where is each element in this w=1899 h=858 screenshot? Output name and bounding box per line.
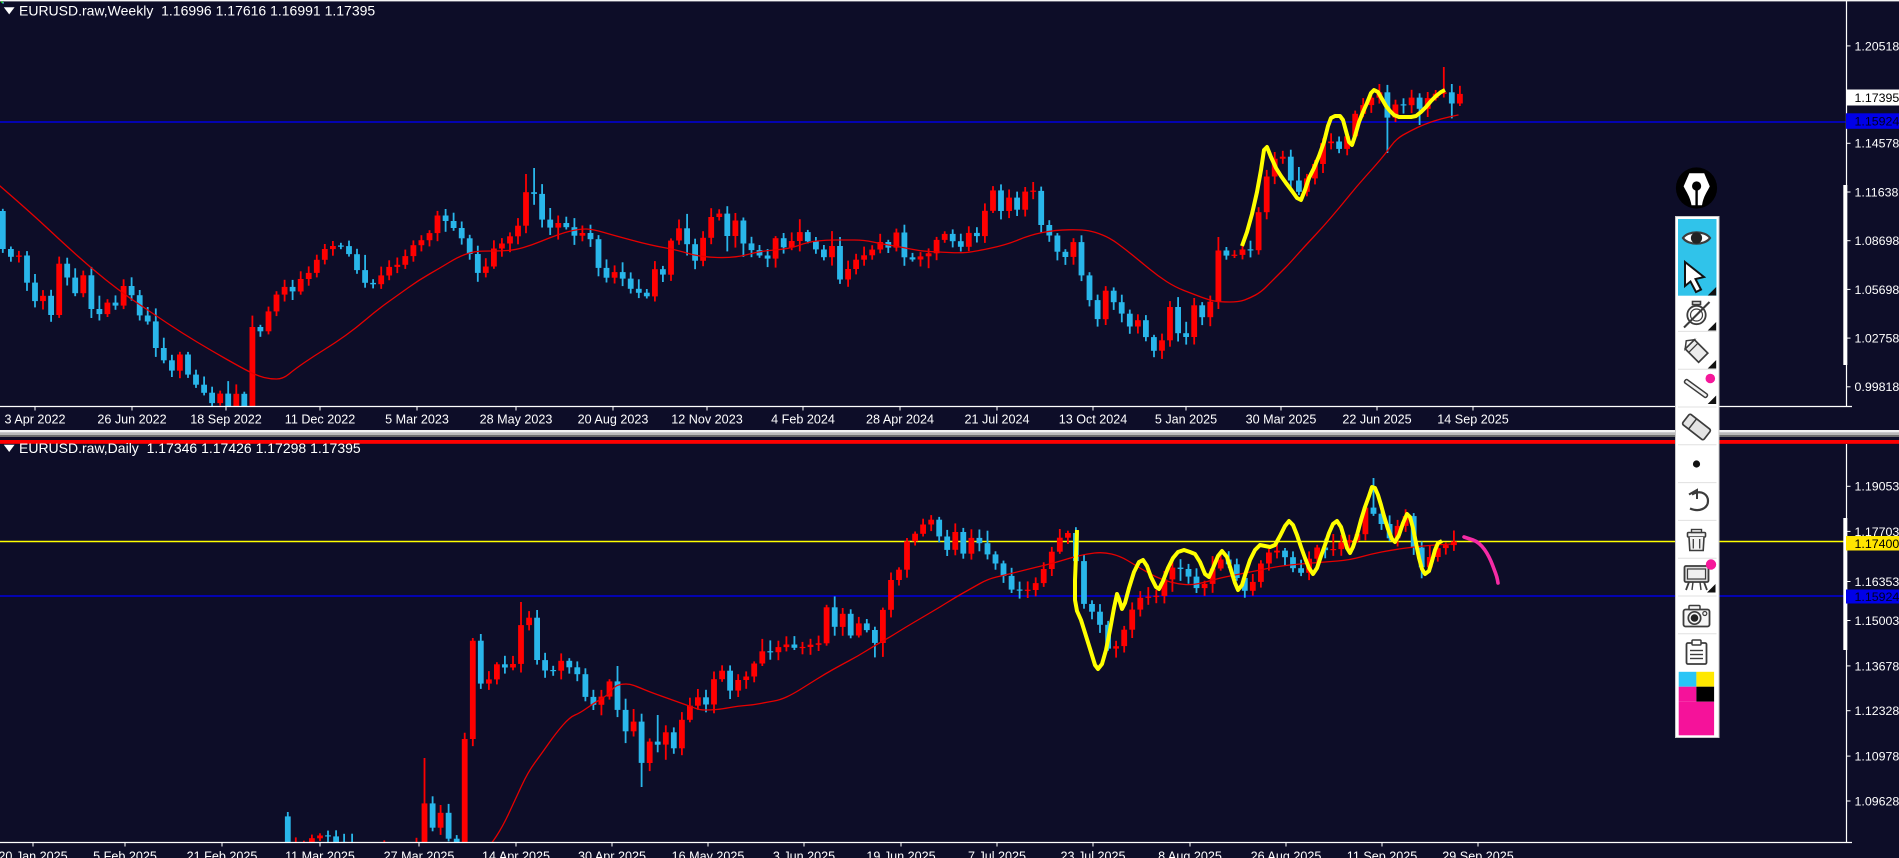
- svg-text:18 Sep 2022: 18 Sep 2022: [190, 413, 261, 427]
- svg-text:1.19053: 1.19053: [1855, 480, 1899, 494]
- svg-text:20 Aug 2023: 20 Aug 2023: [578, 413, 649, 427]
- svg-text:26 Aug 2025: 26 Aug 2025: [1251, 849, 1322, 858]
- svg-text:12 Nov 2023: 12 Nov 2023: [671, 413, 742, 427]
- svg-text:26 Jun 2022: 26 Jun 2022: [97, 413, 166, 427]
- svg-text:1.13678: 1.13678: [1855, 659, 1899, 673]
- svg-text:1.17400: 1.17400: [1855, 537, 1899, 551]
- svg-text:8 Aug 2025: 8 Aug 2025: [1158, 849, 1222, 858]
- svg-text:7 Jul 2025: 7 Jul 2025: [968, 849, 1026, 858]
- svg-text:22 Jun 2025: 22 Jun 2025: [1342, 413, 1411, 427]
- svg-text:4 Feb 2024: 4 Feb 2024: [771, 413, 835, 427]
- svg-text:5 Jan 2025: 5 Jan 2025: [1155, 413, 1217, 427]
- svg-text:1.12328: 1.12328: [1855, 704, 1899, 718]
- svg-text:1.11638: 1.11638: [1855, 185, 1899, 199]
- svg-text:1.02758: 1.02758: [1855, 332, 1899, 346]
- svg-text:27 Mar 2025: 27 Mar 2025: [384, 849, 455, 858]
- svg-text:EURUSD.raw,Weekly 1.16996 1.1: EURUSD.raw,Weekly 1.16996 1.17616 1.1699…: [19, 3, 375, 19]
- svg-text:11 Dec 2022: 11 Dec 2022: [285, 413, 355, 427]
- svg-text:1.05698: 1.05698: [1855, 283, 1899, 297]
- svg-text:1.15924: 1.15924: [1855, 590, 1899, 604]
- svg-text:3 Jun 2025: 3 Jun 2025: [773, 849, 835, 858]
- svg-text:21 Jul 2024: 21 Jul 2024: [964, 413, 1029, 427]
- svg-text:23 Jul 2025: 23 Jul 2025: [1060, 849, 1125, 858]
- svg-text:28 Apr 2024: 28 Apr 2024: [866, 413, 934, 427]
- svg-text:1.15003: 1.15003: [1855, 614, 1899, 628]
- svg-text:11 Mar 2025: 11 Mar 2025: [285, 849, 355, 858]
- svg-text:1.17395: 1.17395: [1855, 91, 1899, 105]
- svg-text:1.08698: 1.08698: [1855, 234, 1899, 248]
- svg-text:1.14578: 1.14578: [1855, 137, 1899, 151]
- svg-text:29 Sep 2025: 29 Sep 2025: [1442, 849, 1513, 858]
- svg-text:1.16353: 1.16353: [1855, 575, 1899, 589]
- svg-text:1.10978: 1.10978: [1855, 750, 1899, 764]
- svg-text:5 Feb 2025: 5 Feb 2025: [93, 849, 157, 858]
- svg-text:19 Jun 2025: 19 Jun 2025: [866, 849, 935, 858]
- svg-text:11 Sep 2025: 11 Sep 2025: [1347, 849, 1418, 858]
- svg-text:13 Oct 2024: 13 Oct 2024: [1059, 413, 1128, 427]
- svg-text:28 May 2023: 28 May 2023: [480, 413, 553, 427]
- svg-text:21 Feb 2025: 21 Feb 2025: [187, 849, 258, 858]
- svg-text:1.17703: 1.17703: [1855, 525, 1899, 539]
- svg-text:20 Jan 2025: 20 Jan 2025: [0, 849, 68, 858]
- svg-text:30 Apr 2025: 30 Apr 2025: [578, 849, 646, 858]
- svg-text:1.20518: 1.20518: [1855, 39, 1899, 53]
- svg-text:EURUSD.raw,Daily 1.17346 1.17: EURUSD.raw,Daily 1.17346 1.17426 1.17298…: [19, 440, 361, 456]
- svg-text:1.09628: 1.09628: [1855, 794, 1899, 808]
- svg-text:3 Apr 2022: 3 Apr 2022: [5, 413, 66, 427]
- svg-text:14 Sep 2025: 14 Sep 2025: [1437, 413, 1508, 427]
- svg-text:14 Apr 2025: 14 Apr 2025: [482, 849, 550, 858]
- svg-text:30 Mar 2025: 30 Mar 2025: [1246, 413, 1317, 427]
- svg-text:5 Mar 2023: 5 Mar 2023: [385, 413, 449, 427]
- svg-text:0.99818: 0.99818: [1855, 380, 1899, 394]
- svg-text:1.15924: 1.15924: [1855, 115, 1899, 129]
- svg-text:16 May 2025: 16 May 2025: [672, 849, 745, 858]
